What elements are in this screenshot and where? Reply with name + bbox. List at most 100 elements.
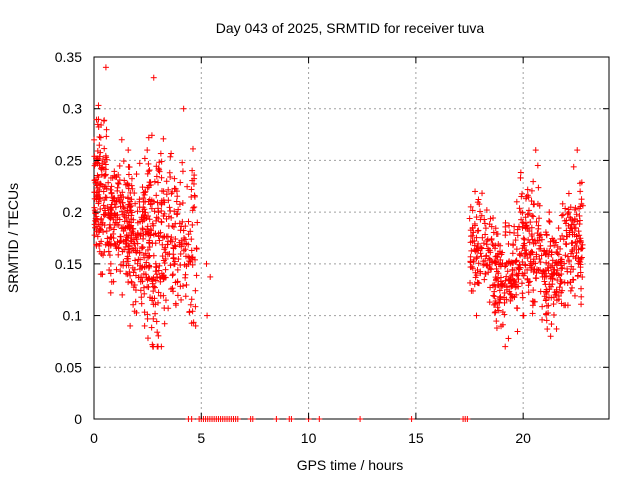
data-point — [538, 252, 545, 259]
data-point — [529, 298, 536, 305]
data-point — [161, 246, 168, 253]
data-point — [173, 198, 180, 205]
data-point — [474, 199, 481, 206]
data-point — [150, 283, 157, 290]
data-point — [535, 222, 542, 229]
data-point — [568, 224, 575, 231]
data-point — [119, 199, 126, 206]
data-point — [473, 246, 480, 253]
data-point — [125, 255, 132, 262]
data-point — [176, 220, 183, 227]
data-point — [149, 278, 156, 285]
x-tick-label: 5 — [197, 430, 205, 446]
data-point — [145, 168, 152, 175]
data-point — [162, 297, 169, 304]
data-point — [150, 222, 157, 229]
data-point — [524, 266, 531, 273]
data-point — [188, 247, 195, 254]
data-point — [161, 199, 168, 206]
data-point — [554, 260, 561, 267]
data-point — [156, 166, 163, 173]
data-point — [554, 243, 561, 250]
data-point — [192, 287, 199, 294]
data-point — [192, 322, 199, 329]
data-point — [153, 214, 160, 221]
data-point — [107, 212, 114, 219]
data-point — [473, 234, 480, 241]
data-point — [513, 198, 520, 205]
data-point — [490, 215, 497, 222]
data-point — [128, 212, 135, 219]
data-point — [519, 290, 526, 297]
data-point — [174, 210, 181, 217]
data-point — [567, 214, 574, 221]
y-tick-label: 0.05 — [55, 359, 82, 375]
data-point — [514, 232, 521, 239]
data-point — [110, 195, 117, 202]
data-point — [146, 167, 153, 174]
data-point — [521, 240, 528, 247]
x-tick-label: 0 — [90, 430, 98, 446]
data-point — [474, 243, 481, 250]
data-point — [156, 237, 163, 244]
data-point — [190, 145, 197, 152]
data-point — [102, 166, 109, 173]
data-point — [130, 301, 137, 308]
data-point — [171, 175, 178, 182]
data-point — [541, 293, 548, 300]
data-point — [155, 165, 162, 172]
data-point — [168, 214, 175, 221]
data-point — [561, 279, 568, 286]
data-point — [97, 165, 104, 172]
data-point — [189, 177, 196, 184]
data-point — [179, 159, 186, 166]
data-point — [545, 267, 552, 274]
x-tick-label: 20 — [515, 430, 531, 446]
data-point — [171, 208, 178, 215]
data-point — [558, 256, 565, 263]
data-point — [123, 270, 130, 277]
data-point — [537, 231, 544, 238]
data-point — [470, 287, 477, 294]
data-point — [570, 253, 577, 260]
data-point — [143, 215, 150, 222]
data-point — [550, 311, 557, 318]
data-point — [97, 216, 104, 223]
data-point — [524, 275, 531, 282]
data-point — [487, 249, 494, 256]
data-point — [488, 237, 495, 244]
data-point — [553, 286, 560, 293]
data-point — [125, 243, 132, 250]
data-point — [126, 164, 133, 171]
data-point — [160, 135, 167, 142]
data-point — [516, 251, 523, 258]
data-point — [189, 207, 196, 214]
x-tick-label: 15 — [408, 430, 424, 446]
data-point — [116, 216, 123, 223]
data-point — [95, 102, 102, 109]
data-point — [571, 292, 578, 299]
data-point — [528, 264, 535, 271]
data-point — [137, 256, 144, 263]
data-point — [91, 153, 98, 160]
data-point — [492, 297, 499, 304]
data-point — [183, 263, 190, 270]
data-point — [558, 271, 565, 278]
data-point — [483, 207, 490, 214]
data-point — [519, 258, 526, 265]
data-point — [141, 290, 148, 297]
data-point — [554, 277, 561, 284]
data-point — [137, 218, 144, 225]
data-point — [144, 170, 151, 177]
data-point — [496, 299, 503, 306]
data-point — [526, 239, 533, 246]
data-point — [517, 264, 524, 271]
data-point — [144, 223, 151, 230]
data-point — [550, 238, 557, 245]
data-point — [518, 280, 525, 287]
data-point — [190, 180, 197, 187]
data-point — [544, 326, 551, 333]
data-point — [522, 225, 529, 232]
data-point — [177, 179, 184, 186]
data-point — [179, 168, 186, 175]
